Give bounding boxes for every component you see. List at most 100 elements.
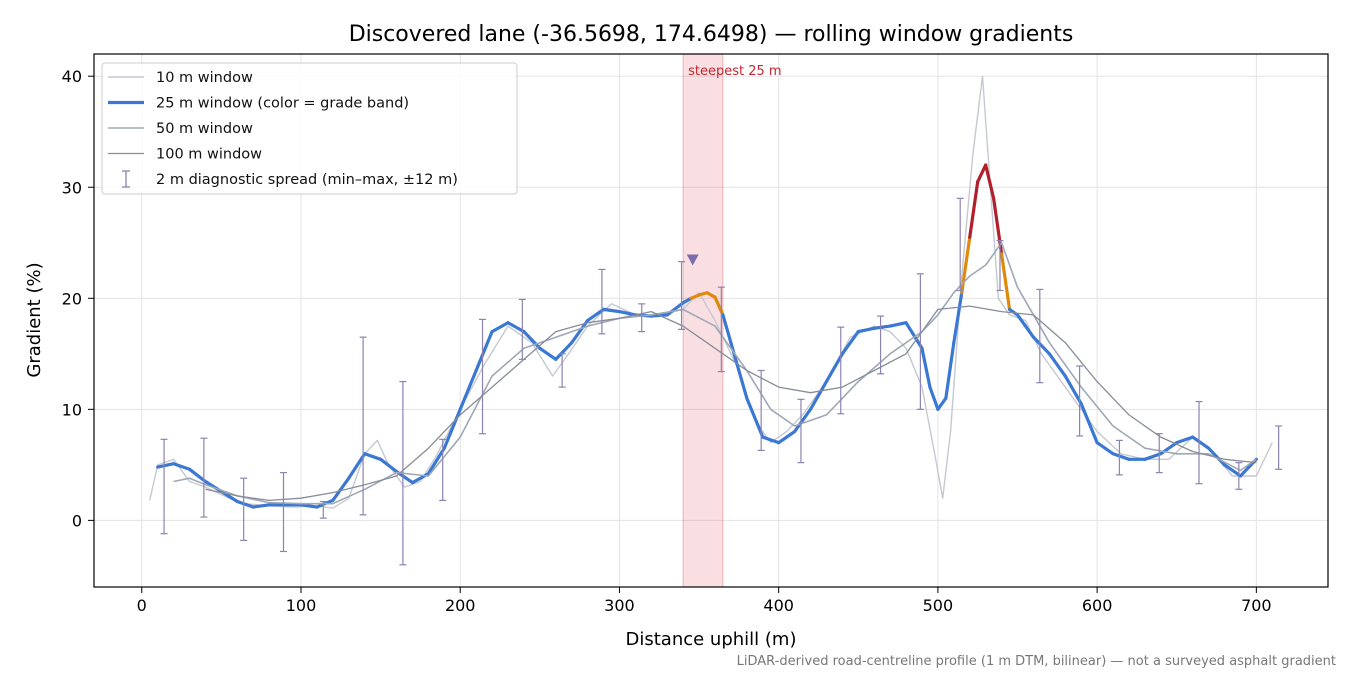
diagnostic-error-bar	[518, 298, 526, 360]
y-axis-label: Gradient (%)	[24, 262, 45, 377]
series-25m-segment	[426, 446, 446, 476]
diagnostic-error-bar	[399, 380, 407, 566]
diagnostic-error-bar	[916, 273, 924, 410]
diagnostic-error-bar	[1036, 288, 1044, 384]
series-25m-segment	[172, 462, 192, 471]
diagnostic-error-bar	[598, 268, 606, 335]
diagnostic-error-bar	[1235, 462, 1243, 490]
series-25m-segment	[952, 291, 964, 345]
footnote: LiDAR-derived road-centreline profile (1…	[737, 654, 1336, 669]
x-tick-label: 700	[1241, 596, 1272, 615]
diagnostic-error-bar	[1115, 439, 1123, 476]
diagnostic-error-bar	[200, 437, 208, 518]
y-tick-label: 30	[62, 178, 82, 197]
series-25m-segment	[1206, 446, 1227, 467]
series-25m-segment	[1175, 435, 1195, 445]
series-50m-line	[173, 242, 1257, 505]
diagnostic-error-bar	[240, 477, 248, 541]
legend: 10 m window 25 m window (color = grade ba…	[101, 62, 518, 195]
diagnostic-error-bar	[797, 398, 805, 464]
series-25m-segment	[554, 341, 574, 361]
series-25m-segment	[235, 499, 255, 509]
y-tick-label: 40	[62, 67, 82, 86]
series-25m-segment	[1031, 335, 1051, 356]
series-25m-segment	[920, 346, 932, 389]
x-tick-label: 500	[923, 596, 954, 615]
series-25m-segment	[601, 307, 622, 314]
series-25m-segment	[777, 429, 797, 445]
chart-title: Discovered lane (-36.5698, 174.6498) — r…	[349, 22, 1074, 47]
series-25m-segment	[522, 330, 542, 350]
steepest-marker-icon	[686, 254, 699, 266]
series-25m-segment	[792, 407, 813, 434]
diagnostic-error-bar	[717, 286, 725, 373]
series-25m-segment	[968, 180, 980, 239]
series-25m-segment	[1047, 352, 1067, 378]
series-25m-segment	[474, 330, 494, 373]
series-25m-segment	[490, 321, 510, 334]
series-25m-segment	[347, 452, 367, 480]
series-25m-segment	[824, 352, 844, 384]
series-25m-segment	[1095, 441, 1115, 456]
steepest-band-label: steepest 25 m	[688, 64, 781, 79]
diagnostic-error-bar	[1076, 365, 1084, 437]
diagnostic-error-bar	[479, 318, 487, 435]
plot-area: steepest 25 m 0 100 200 300 400 500 600 700 0 10 20…	[62, 53, 1329, 615]
series-25m-segment	[156, 462, 176, 469]
series-25m-segment	[1079, 402, 1099, 445]
diagnostic-error-bar	[439, 438, 447, 501]
series-25m-segment	[585, 307, 606, 323]
y-tick-label: 10	[62, 400, 82, 419]
series-25m-segment	[928, 385, 940, 411]
series-25m-segment	[251, 503, 271, 509]
series-25m-segment	[1191, 435, 1211, 450]
diagnostic-error-bar	[877, 315, 885, 375]
series-25m-segment	[904, 321, 924, 350]
diagnostic-error-bar	[319, 500, 327, 519]
series-25m-segment	[617, 310, 637, 317]
diagnostic-error-bar	[1275, 425, 1283, 470]
series-25m-segment	[856, 326, 876, 334]
diagnostic-error-bar	[359, 336, 367, 516]
series-100m-line	[205, 305, 1257, 502]
diagnostic-error-bar	[956, 197, 964, 292]
series-25m-segment	[936, 396, 948, 411]
series-25m-segment	[761, 435, 781, 445]
series-25m-segment	[999, 252, 1012, 311]
legend-label: 100 m window	[156, 147, 262, 163]
x-tick-label: 200	[445, 596, 476, 615]
series-25m-segment	[1007, 307, 1020, 317]
x-tick-label: 600	[1082, 596, 1113, 615]
series-25m-segment	[1222, 463, 1243, 478]
series-25m-segment	[944, 341, 956, 400]
series-25m-segment	[888, 321, 908, 328]
series-25m-segment	[721, 313, 733, 345]
x-tick-label: 300	[604, 596, 635, 615]
series-25m-segment	[1015, 313, 1036, 339]
series-25m-segment	[187, 467, 208, 484]
legend-label: 25 m window (color = grade band)	[156, 96, 409, 112]
x-tick-label: 400	[763, 596, 794, 615]
diagnostic-error-bar	[558, 353, 566, 388]
diagnostic-error-bar	[996, 239, 1004, 292]
series-25m-segment	[506, 321, 526, 334]
x-tick-label: 100	[286, 596, 317, 615]
series-25m-segment	[379, 457, 399, 474]
x-axis-label: Distance uphill (m)	[626, 629, 797, 650]
series-25m-segment	[872, 324, 892, 330]
series-25m-segment	[458, 368, 478, 411]
series-25m-segment	[299, 503, 319, 509]
legend-label: 50 m window	[156, 121, 253, 137]
series-25m-segment	[1143, 452, 1163, 461]
diagnostic-error-bar	[638, 303, 646, 333]
axes-frame	[93, 53, 1329, 588]
series-25m-segment	[665, 301, 685, 317]
series-25m-segment	[976, 163, 988, 184]
series-25m-segment	[1063, 374, 1083, 406]
diagnostic-error-bar	[1195, 400, 1203, 485]
series-25m-segment	[442, 407, 462, 450]
x-tick-label: 0	[137, 596, 147, 615]
series-25m-segment	[808, 379, 829, 411]
legend-label: 10 m window	[156, 70, 253, 86]
